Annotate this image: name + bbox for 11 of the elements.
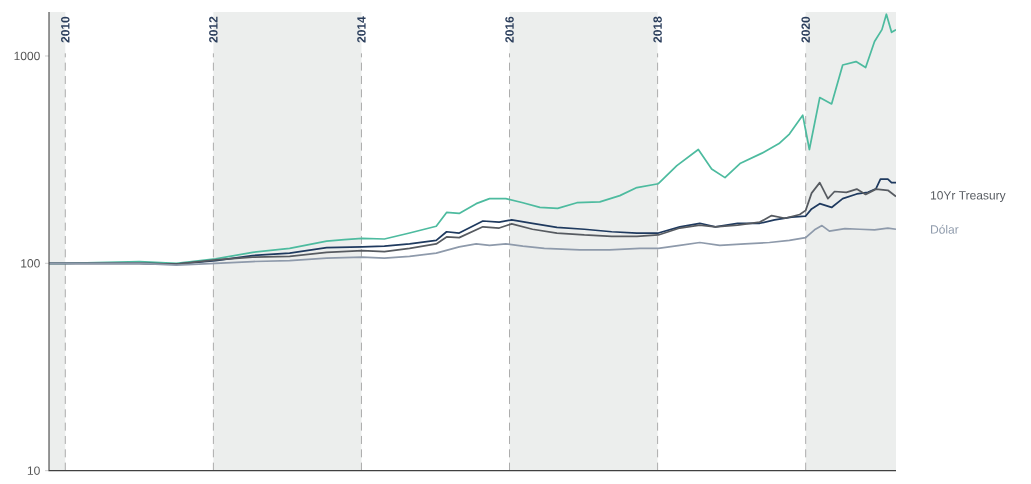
x-tick-label: 2014: [357, 16, 366, 43]
y-tick-label: 100: [21, 259, 40, 268]
x-tick-label: 2010: [61, 16, 70, 43]
text: Dólar: [931, 224, 959, 234]
y-tick-label: 10: [27, 466, 40, 475]
y-tick-label: 1000: [14, 51, 40, 61]
x-tick-label: 2016: [505, 16, 514, 43]
x-tick-label: 2020: [801, 16, 810, 43]
x-tick-label: 2018: [653, 16, 662, 43]
text: 10Yr Treasury: [930, 191, 1006, 202]
x-tick-label: 2012: [209, 16, 218, 43]
